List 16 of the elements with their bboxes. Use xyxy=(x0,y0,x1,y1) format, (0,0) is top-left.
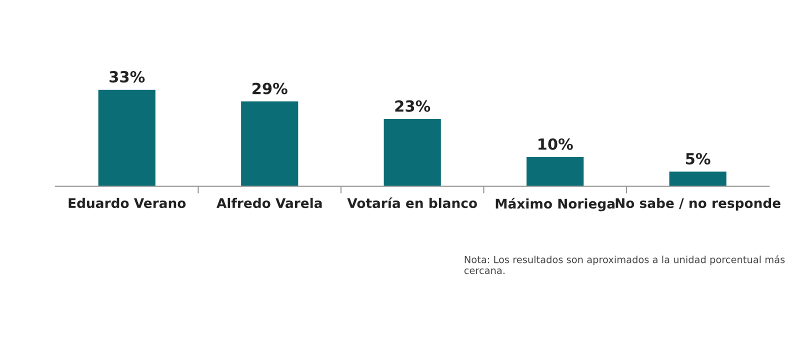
x-tick-label: Eduardo Verano xyxy=(68,198,186,208)
data-label: 33% xyxy=(110,71,145,83)
bar xyxy=(384,118,441,186)
x-tick-label: No sabe / no responde xyxy=(616,198,780,211)
data-label: 29% xyxy=(252,82,288,94)
data-label: 10% xyxy=(538,138,573,150)
data-label: 5% xyxy=(686,152,710,165)
x-tick-label: Alfredo Varela xyxy=(216,198,322,208)
bar xyxy=(669,172,726,186)
x-tick-label: Votaría en blanco xyxy=(347,197,477,208)
bar xyxy=(526,157,584,186)
bar xyxy=(98,90,156,186)
x-tick-label: Máximo Noriega xyxy=(496,198,615,212)
bar xyxy=(241,101,298,186)
text: Nota: Los resultados son aproximados a la unidad porcentual más cercana. xyxy=(464,255,785,274)
data-label: 23% xyxy=(395,100,430,112)
